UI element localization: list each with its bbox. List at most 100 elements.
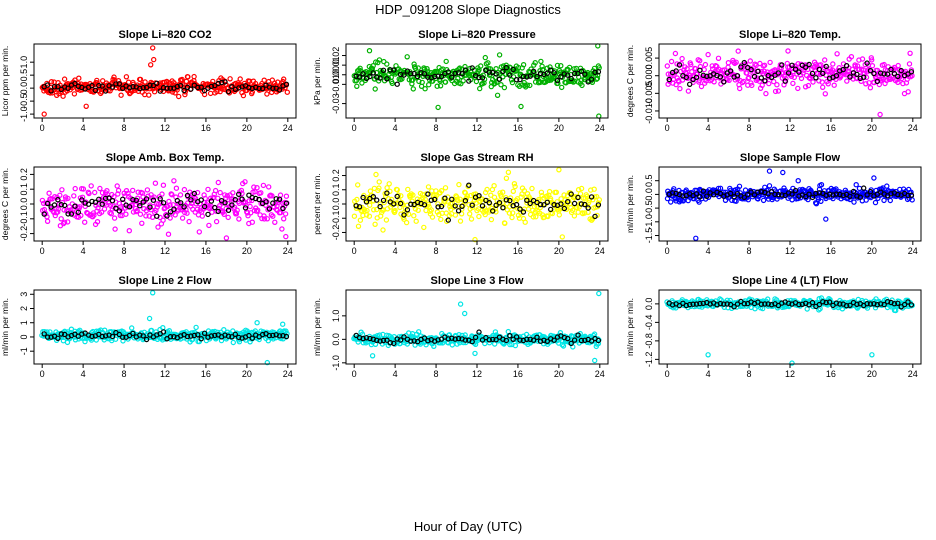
data-point	[215, 179, 221, 186]
x-tick-label: 0	[40, 123, 45, 133]
data-point	[679, 55, 685, 62]
mean-point	[380, 197, 387, 204]
data-point	[895, 62, 901, 69]
y-tick-label: 0.1	[331, 184, 341, 197]
data-point	[351, 213, 358, 219]
y-tick-label: -1.5	[644, 228, 654, 244]
mean-point	[276, 333, 283, 339]
data-point	[888, 73, 895, 80]
data-point	[456, 181, 462, 188]
mean-point	[246, 192, 252, 198]
mean-point	[167, 85, 174, 91]
mean-point	[188, 86, 194, 92]
data-point	[144, 187, 151, 193]
data-point	[59, 187, 65, 193]
data-point	[728, 187, 734, 193]
data-point	[506, 210, 513, 216]
mean-point	[438, 203, 445, 210]
mean-point	[160, 200, 167, 206]
data-point	[822, 57, 828, 63]
data-point	[115, 187, 122, 194]
mean-point	[585, 79, 591, 85]
mean-point	[99, 201, 105, 207]
mean-point	[571, 200, 578, 207]
mean-point	[225, 88, 232, 95]
data-point	[411, 212, 417, 219]
mean-point	[109, 197, 116, 204]
mean-point	[588, 194, 595, 200]
mean-point	[734, 301, 741, 307]
data-point	[685, 88, 692, 94]
data-point	[802, 84, 809, 90]
mean-point	[363, 199, 370, 205]
mean-point	[847, 193, 853, 199]
panel-amb-box-temp: Slope Amb. Box Temp. degrees C per min. 0 4…	[0, 152, 297, 256]
y-tick-label: 3	[19, 292, 29, 297]
data-point	[240, 92, 247, 99]
mean-point	[864, 301, 870, 307]
x-tick-label: 8	[122, 246, 127, 256]
mean-point	[367, 73, 373, 80]
mean-point	[558, 74, 564, 80]
data-point	[520, 61, 527, 68]
data-point	[179, 215, 186, 221]
mean-point	[588, 76, 595, 82]
x-tick-label: 16	[826, 369, 836, 379]
data-point	[518, 103, 524, 110]
data-point	[60, 93, 66, 99]
mean-point	[215, 208, 221, 215]
data-point	[688, 61, 694, 68]
y-tick-label: 0.5	[19, 69, 29, 82]
data-point	[284, 89, 290, 95]
mean-point	[578, 337, 585, 344]
mean-point	[496, 76, 503, 82]
mean-point	[452, 336, 458, 342]
data-point	[230, 190, 236, 196]
mean-point	[404, 207, 411, 213]
mean-point	[717, 190, 724, 197]
data-point	[691, 195, 697, 202]
y-tick-label: 0.2	[19, 168, 29, 181]
data-point	[359, 80, 365, 86]
mean-point	[421, 202, 428, 208]
data-point	[529, 185, 535, 192]
mean-point	[690, 301, 696, 307]
data-point	[795, 177, 801, 184]
data-point	[853, 181, 859, 188]
data-point	[283, 233, 289, 240]
mean-point	[65, 211, 71, 217]
data-point	[539, 63, 545, 70]
data-point	[757, 60, 763, 67]
data-point	[752, 61, 758, 67]
data-point	[538, 58, 544, 65]
data-point	[79, 194, 86, 200]
data-point	[767, 59, 773, 66]
mean-point	[48, 88, 54, 94]
mean-point	[854, 71, 860, 78]
data-point	[191, 73, 197, 80]
data-point	[221, 211, 227, 217]
mean-point	[459, 203, 465, 209]
x-tick-label: 4	[393, 246, 398, 256]
y-tick-label: 0.02	[331, 47, 341, 65]
mean-point	[888, 66, 894, 73]
mean-point	[476, 192, 482, 199]
mean-point	[503, 337, 509, 344]
data-point	[376, 179, 382, 185]
mean-point	[283, 200, 290, 206]
mean-point	[881, 301, 887, 308]
data-point	[664, 63, 671, 69]
mean-point	[592, 69, 598, 76]
data-point	[500, 189, 506, 195]
x-tick-label: 0	[352, 123, 357, 133]
mean-point	[731, 304, 737, 310]
data-point	[578, 185, 585, 192]
data-point	[376, 332, 383, 338]
mean-point	[571, 70, 578, 77]
data-point	[810, 79, 816, 85]
mean-point	[438, 73, 445, 80]
x-tick-label: 0	[352, 369, 357, 379]
x-tick-label: 20	[867, 246, 877, 256]
data-point	[283, 193, 290, 199]
mean-point	[377, 203, 383, 210]
